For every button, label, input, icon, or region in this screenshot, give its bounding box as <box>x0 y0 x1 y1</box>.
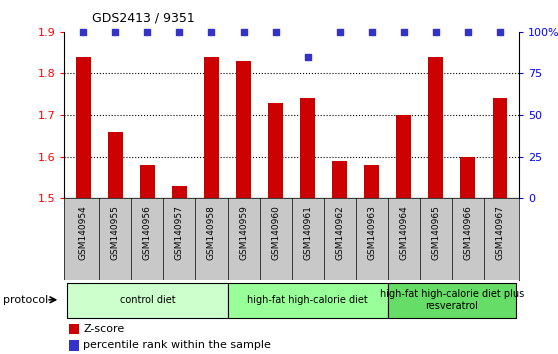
Bar <box>69 340 79 350</box>
Bar <box>364 165 379 198</box>
Text: protocol: protocol <box>3 295 48 305</box>
Point <box>143 29 152 35</box>
Text: GSM140963: GSM140963 <box>367 205 376 259</box>
Text: percentile rank within the sample: percentile rank within the sample <box>83 340 271 350</box>
Text: GSM140954: GSM140954 <box>79 205 88 259</box>
Bar <box>396 115 411 198</box>
Bar <box>388 282 516 318</box>
Text: GSM140961: GSM140961 <box>303 205 312 259</box>
Point <box>367 29 376 35</box>
Text: GSM140958: GSM140958 <box>207 205 216 259</box>
Point <box>79 29 88 35</box>
Point <box>431 29 440 35</box>
Point <box>207 29 216 35</box>
Text: high-fat high-calorie diet plus
resveratrol: high-fat high-calorie diet plus resverat… <box>379 289 524 311</box>
Point <box>496 29 504 35</box>
Bar <box>493 98 507 198</box>
Point <box>239 29 248 35</box>
Text: control diet: control diet <box>119 295 175 305</box>
Bar <box>69 324 79 335</box>
Text: GSM140962: GSM140962 <box>335 205 344 259</box>
Text: GSM140964: GSM140964 <box>399 205 408 259</box>
Text: Z-score: Z-score <box>83 324 124 334</box>
Point <box>335 29 344 35</box>
Text: high-fat high-calorie diet: high-fat high-calorie diet <box>247 295 368 305</box>
Text: GSM140965: GSM140965 <box>431 205 440 259</box>
Bar <box>429 57 443 198</box>
Bar <box>204 57 219 198</box>
Point <box>303 54 312 60</box>
Bar <box>268 103 283 198</box>
Text: GSM140960: GSM140960 <box>271 205 280 259</box>
Point <box>175 29 184 35</box>
Bar <box>333 161 347 198</box>
Text: GSM140959: GSM140959 <box>239 205 248 259</box>
Text: GSM140956: GSM140956 <box>143 205 152 259</box>
Point <box>463 29 472 35</box>
Text: GSM140966: GSM140966 <box>463 205 472 259</box>
Bar <box>460 157 475 198</box>
Bar <box>108 132 123 198</box>
Bar <box>300 98 315 198</box>
Text: GSM140967: GSM140967 <box>495 205 504 259</box>
Point <box>111 29 120 35</box>
Point <box>271 29 280 35</box>
Bar <box>236 61 251 198</box>
Text: GDS2413 / 9351: GDS2413 / 9351 <box>92 12 195 25</box>
Bar <box>228 282 388 318</box>
Bar <box>172 186 187 198</box>
Point <box>399 29 408 35</box>
Bar <box>76 57 90 198</box>
Text: GSM140955: GSM140955 <box>111 205 120 259</box>
Text: GSM140957: GSM140957 <box>175 205 184 259</box>
Bar <box>140 165 155 198</box>
Bar <box>68 282 228 318</box>
